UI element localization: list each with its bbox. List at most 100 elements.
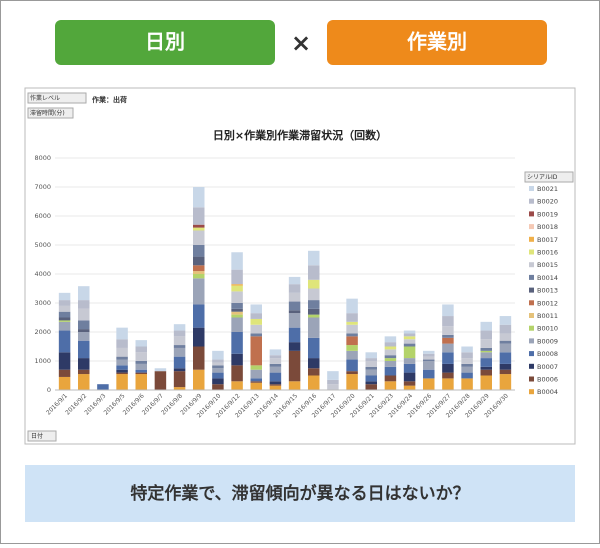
bar-segment <box>346 333 358 337</box>
bar-segment <box>193 271 205 274</box>
bar-segment <box>403 363 416 373</box>
right-label: 作業別 <box>407 30 467 54</box>
bar-segment <box>250 378 262 382</box>
bar-segment <box>403 336 416 340</box>
left-label: 日別 <box>145 30 185 54</box>
y-tick-label: 3000 <box>34 299 51 307</box>
bar-segment <box>173 336 186 346</box>
bar-segment <box>58 321 71 331</box>
bar-segment <box>116 369 128 373</box>
legend-label: B0007 <box>537 363 558 371</box>
bar-segment <box>384 381 397 390</box>
bar-segment <box>288 292 301 302</box>
plot: 0100020003000400050006000700080002016/9/… <box>34 154 558 419</box>
bar-segment <box>193 224 205 228</box>
bar-segment <box>78 369 90 375</box>
bar-segment <box>346 321 358 325</box>
bar-segment <box>78 340 90 359</box>
bar-segment <box>288 310 301 314</box>
bar-segment <box>384 361 397 367</box>
bar-segment <box>212 350 224 360</box>
bar-segment <box>423 359 435 361</box>
bar-segment <box>193 369 205 390</box>
bar-segment <box>193 327 205 347</box>
bar-segment <box>193 230 205 245</box>
bar-segment <box>58 330 71 353</box>
bar-segment <box>231 285 243 292</box>
bar-segment <box>308 317 320 338</box>
bar-segment <box>193 256 205 266</box>
bar-segment <box>308 308 320 315</box>
bar-segment <box>135 369 147 373</box>
bar-segment <box>97 384 109 390</box>
left-box <box>55 20 275 65</box>
bar-segment <box>480 358 492 367</box>
bar-segment <box>308 368 320 376</box>
bar-segment <box>250 324 262 334</box>
bar-segment <box>308 288 320 301</box>
bar-segment <box>346 371 358 375</box>
legend-swatch <box>529 389 534 395</box>
y-tick-label: 2000 <box>34 328 51 336</box>
bar-segment <box>384 355 397 359</box>
bar-segment <box>116 327 128 340</box>
bar-segment <box>346 359 358 372</box>
bar-segment <box>135 372 147 375</box>
chart-title: 日別×作業別作業滞留状況（回数） <box>213 128 387 142</box>
bar-segment <box>78 374 90 390</box>
bar-segment <box>442 378 454 390</box>
bar-segment <box>231 353 243 366</box>
bar-segment <box>154 368 167 372</box>
legend-swatch <box>529 287 534 293</box>
filter-button[interactable] <box>27 92 87 104</box>
bar-segment <box>135 363 147 370</box>
bar-segment <box>135 352 147 361</box>
bar-segment <box>288 327 301 343</box>
bar-segment <box>403 330 416 334</box>
legend-swatch <box>529 351 534 357</box>
legend-swatch <box>529 376 534 382</box>
bar-segment <box>423 369 435 379</box>
bar-segment <box>231 317 243 332</box>
bar-segment <box>58 300 71 306</box>
bar-segment <box>288 381 301 390</box>
legend-label: B0016 <box>537 249 558 257</box>
bar-segment <box>250 304 262 314</box>
footer-box <box>25 465 575 522</box>
bar-segment <box>384 358 397 361</box>
bar-segment <box>480 339 492 348</box>
filter-button[interactable] <box>27 107 74 119</box>
legend-button[interactable] <box>524 171 574 183</box>
bar-segment <box>116 356 128 360</box>
y-tick-label: 1000 <box>34 357 51 365</box>
legend-button-text: シリアルID <box>527 174 558 181</box>
bar-segment <box>403 333 416 337</box>
bar-segment <box>231 308 243 312</box>
y-tick-label: 0 <box>47 386 51 394</box>
bar-segment <box>212 365 224 369</box>
bar-segment <box>461 378 473 390</box>
bar-segment <box>442 352 454 364</box>
bar-segment <box>365 361 377 367</box>
legend-label: B0015 <box>537 261 558 269</box>
legend-swatch <box>529 262 534 268</box>
axis-button-text: 日付 <box>31 432 43 440</box>
bar-segment <box>193 227 205 231</box>
legend-label: B0018 <box>537 223 558 231</box>
bar-segment <box>365 352 377 359</box>
legend-label: B0014 <box>537 274 558 282</box>
bar-segment <box>269 363 282 367</box>
bar-segment <box>423 353 435 357</box>
axis-button[interactable] <box>27 430 57 442</box>
bar-segment <box>231 252 243 270</box>
bar-segment <box>173 347 186 357</box>
legend-label: B0009 <box>537 337 558 345</box>
bar-segment <box>346 313 358 322</box>
legend-label: B0013 <box>537 287 558 295</box>
legend-swatch <box>529 325 534 331</box>
bar-segment <box>116 365 128 370</box>
bar-segment <box>269 385 282 390</box>
bar-segment <box>231 311 243 315</box>
